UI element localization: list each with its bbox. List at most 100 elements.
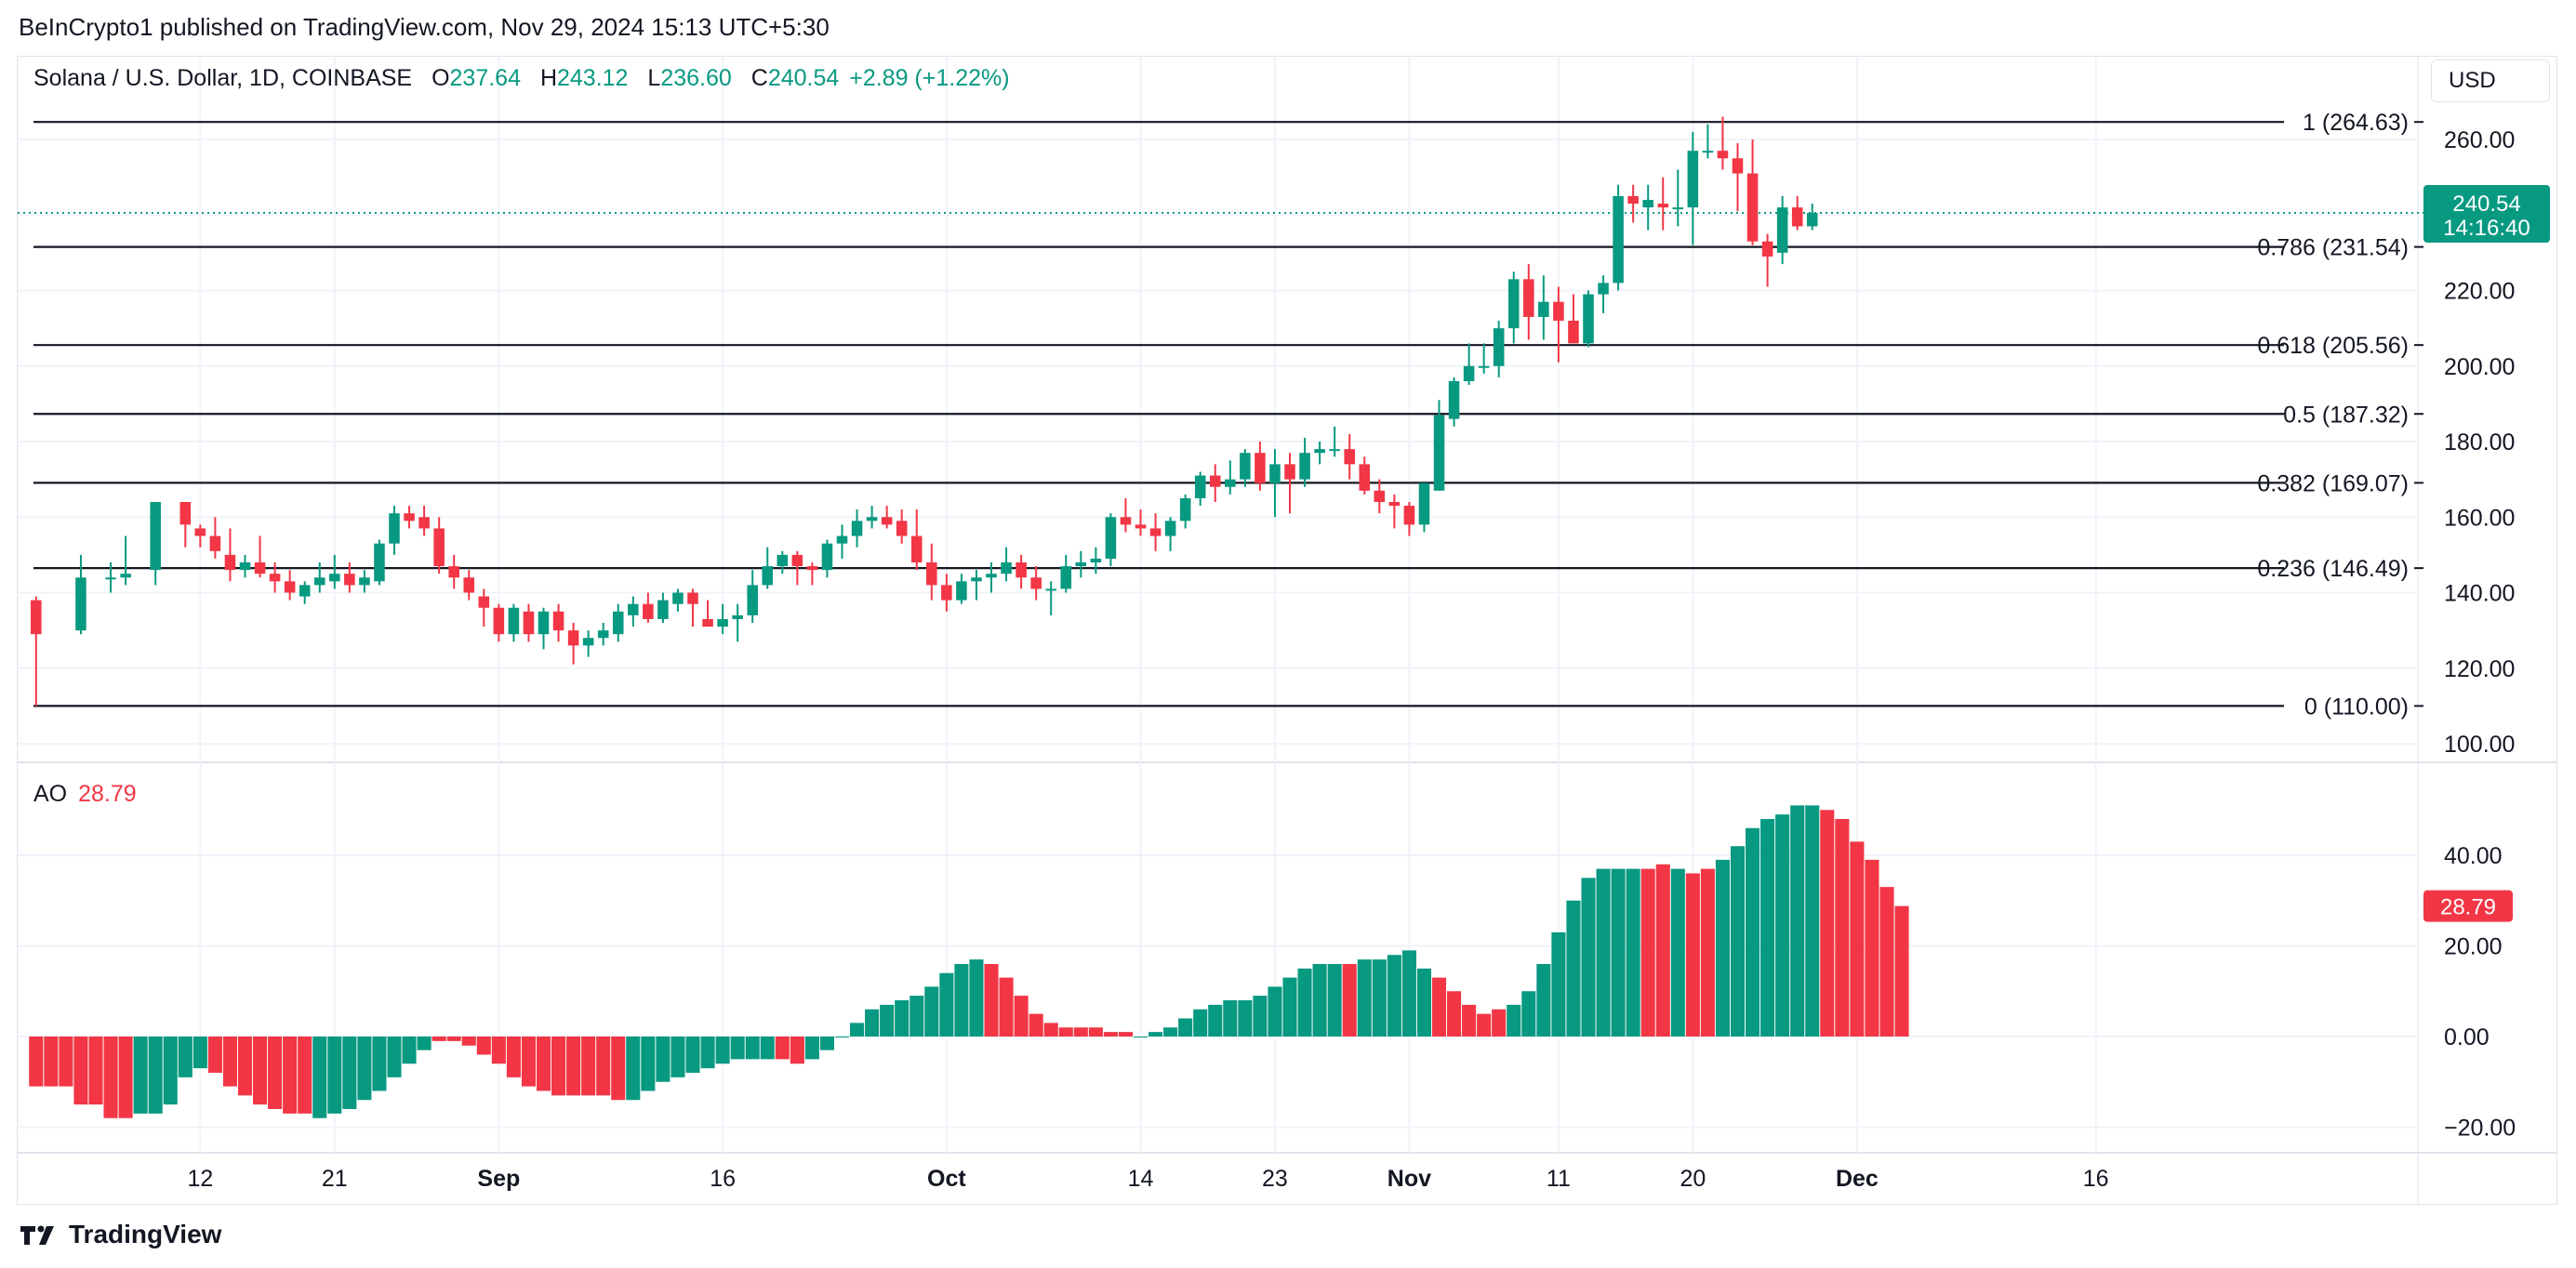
candle-body (1598, 283, 1609, 295)
ao-bar (268, 1037, 283, 1109)
candle-body (1299, 453, 1310, 480)
low-value: 236.60 (660, 65, 732, 91)
ao-bar (1357, 959, 1372, 1037)
ao-bar (1507, 1004, 1521, 1037)
fib-label: 0 (110.00) (2304, 693, 2409, 720)
ao-tick-label: 20.00 (2444, 934, 2503, 960)
candle-body (31, 600, 42, 635)
symbol-title: Solana / U.S. Dollar, 1D, COINBASE (33, 65, 413, 91)
candle-body (1791, 207, 1803, 227)
ao-bar (1477, 1013, 1492, 1037)
ao-bar (1193, 1009, 1208, 1037)
candle-body (269, 574, 281, 582)
candle-body (866, 517, 878, 522)
candle-body (612, 611, 624, 635)
candle-body (1448, 381, 1460, 419)
x-tick-label: Dec (1836, 1166, 1879, 1192)
candle-body (1284, 464, 1295, 480)
candle-body (1568, 321, 1579, 344)
candle-body (1030, 577, 1042, 589)
ao-bar (44, 1037, 59, 1087)
ao-bar (1327, 964, 1342, 1037)
ao-tick-label: −20.00 (2444, 1116, 2516, 1142)
candle-body (508, 607, 520, 635)
candle-body (941, 585, 952, 601)
candle-body (344, 574, 355, 586)
price-badge (2423, 185, 2550, 244)
candle-body (643, 603, 654, 619)
candle-body (1806, 213, 1818, 227)
ao-bar (1014, 996, 1029, 1037)
candle-body (1463, 365, 1475, 381)
ao-bar (1462, 1004, 1477, 1037)
candle-body (1732, 158, 1744, 174)
ao-bar (1566, 900, 1581, 1037)
x-tick-label: 12 (187, 1166, 213, 1192)
ao-badge (2423, 890, 2513, 922)
ao-bar (1760, 819, 1775, 1037)
fib-levels: 1 (264.63) 0.786 (231.54) 0.618 (205.56) 0.… (18, 110, 2427, 720)
candle-body (926, 562, 937, 586)
candle-body (1538, 301, 1549, 317)
ao-bar (1879, 887, 1894, 1037)
ao-bar (1312, 964, 1327, 1037)
ao-bar (59, 1037, 73, 1087)
ao-bar (372, 1037, 387, 1091)
candle-body (209, 535, 221, 551)
ao-bar (446, 1037, 461, 1041)
candle-body (120, 574, 131, 578)
ao-bar (476, 1037, 491, 1055)
candle-body (1702, 151, 1714, 153)
candle-body (1583, 294, 1594, 344)
ao-bar (1894, 905, 1909, 1037)
candle-body (1359, 464, 1371, 491)
symbol-legend: Solana / U.S. Dollar, 1D, COINBASE O237.… (33, 65, 1010, 92)
candle-body (1657, 204, 1669, 208)
candle-body (971, 577, 982, 582)
candle-body (1105, 517, 1117, 559)
candle-body (1120, 517, 1132, 525)
candle-body (881, 517, 893, 525)
candle-body (986, 574, 997, 578)
ao-bar (1073, 1027, 1088, 1037)
candle-body (1269, 464, 1281, 483)
x-tick-label: 20 (1680, 1166, 1706, 1192)
ao-bar (1835, 819, 1850, 1037)
ao-bar (566, 1037, 581, 1096)
x-tick-label: 16 (710, 1166, 736, 1192)
ao-legend: AO 28.79 (33, 781, 137, 808)
ao-bar (402, 1037, 417, 1064)
candle-body (687, 592, 698, 604)
ao-bar (1820, 810, 1835, 1037)
change-value: +2.89 (+1.22%) (849, 65, 1010, 91)
price-badge-countdown: 14:16:40 (2443, 216, 2530, 241)
candle-body (313, 577, 325, 586)
ao-tick-label: 40.00 (2444, 843, 2503, 869)
candle-body (1746, 173, 1759, 242)
candle-body (1135, 524, 1147, 529)
candle-body (404, 513, 415, 522)
ao-bar (1253, 996, 1268, 1037)
ao-bar (715, 1037, 730, 1064)
open-value: 237.64 (449, 65, 521, 91)
candle-body (1060, 566, 1072, 589)
ao-bar (745, 1037, 760, 1060)
footer-brand-label: TradingView (69, 1220, 222, 1248)
ao-bar (611, 1037, 626, 1101)
candle-body (359, 577, 370, 586)
ao-bar (88, 1037, 103, 1105)
ao-bar (1372, 959, 1387, 1037)
fib-label: 1 (264.63) (2303, 110, 2409, 136)
ao-bar (1058, 1027, 1073, 1037)
currency-button[interactable]: USD (2431, 59, 2550, 102)
x-tick-label: 23 (1262, 1166, 1288, 1192)
candle-body (1374, 490, 1386, 502)
ao-bar (506, 1037, 521, 1077)
candle-body (194, 528, 206, 536)
footer-brand[interactable]: TradingView (19, 1220, 221, 1249)
x-tick-label: Oct (927, 1166, 966, 1192)
ao-bar (671, 1037, 685, 1077)
ao-bar (1536, 964, 1551, 1037)
x-tick-label: 11 (1547, 1166, 1571, 1192)
